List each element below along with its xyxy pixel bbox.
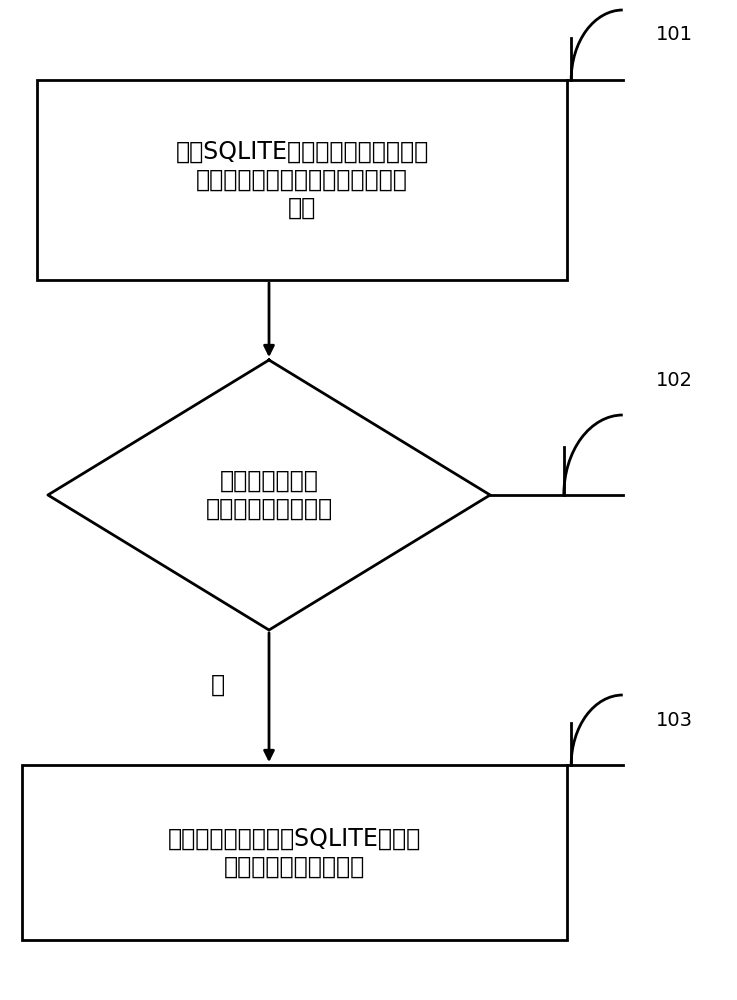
Polygon shape <box>48 360 490 630</box>
Text: 数据库版本信息
和软件版本信息匹配: 数据库版本信息 和软件版本信息匹配 <box>206 469 332 521</box>
Text: 103: 103 <box>656 710 693 730</box>
Bar <box>37 80 567 280</box>
Bar <box>22 765 567 940</box>
Text: 101: 101 <box>656 25 693 44</box>
Text: 获取SQLITE数据库的数据库版本信
息和对应的客户端软件的软件版本
信息: 获取SQLITE数据库的数据库版本信 息和对应的客户端软件的软件版本 信息 <box>175 140 429 220</box>
Text: 根据差异升级文件对SQLITE数据库
进行表结构的升级操作: 根据差异升级文件对SQLITE数据库 进行表结构的升级操作 <box>168 827 422 878</box>
Text: 102: 102 <box>656 370 693 389</box>
Text: 否: 否 <box>210 673 225 697</box>
